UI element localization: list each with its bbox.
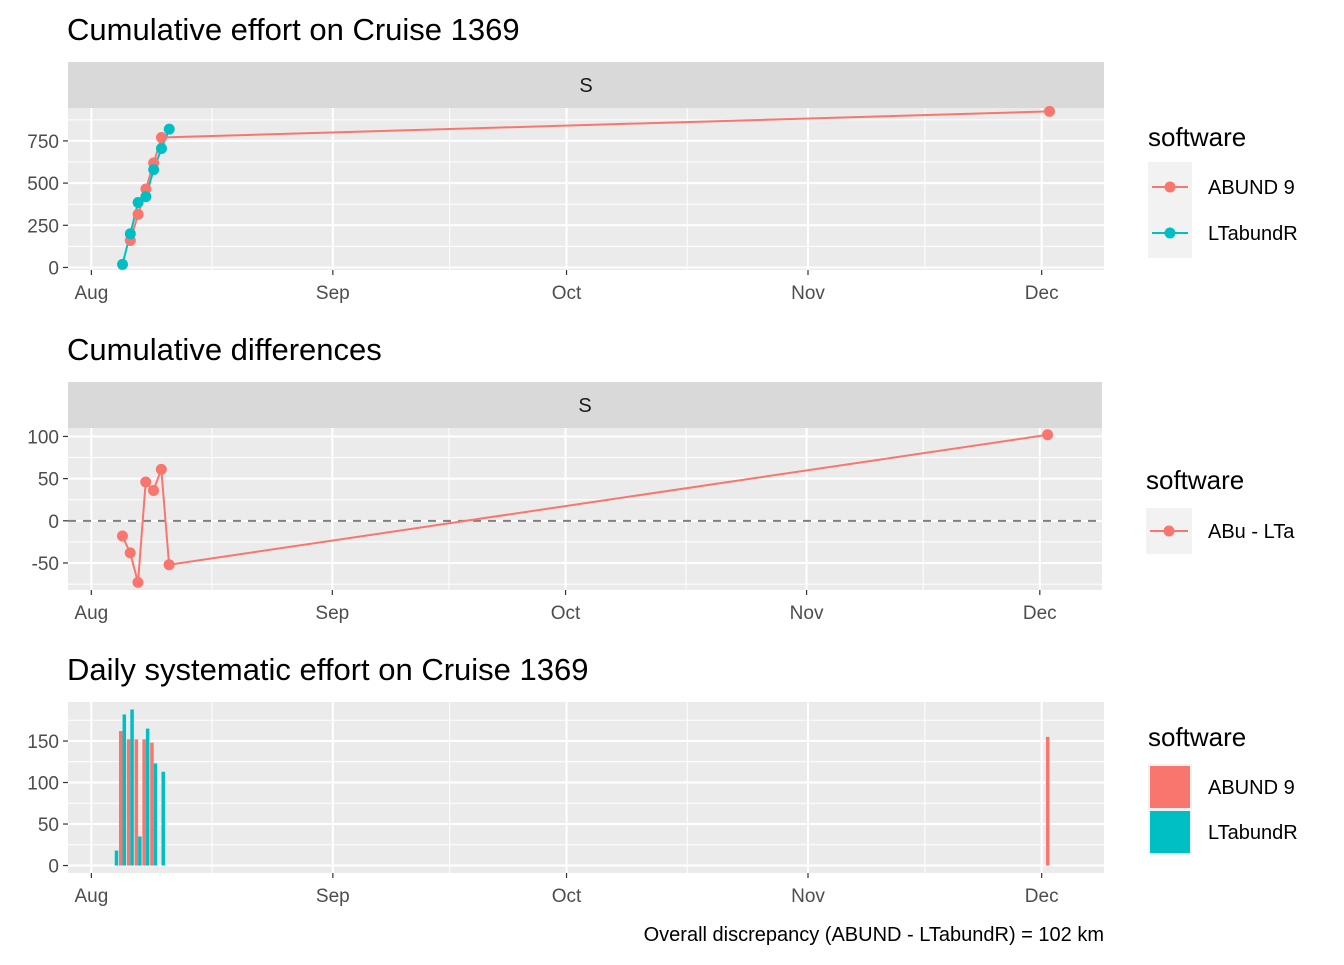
y-tick-label: 250	[27, 216, 59, 237]
data-point	[140, 477, 151, 488]
chart-panel-2: Cumulative differences S -50 0 50 100 Aug Sep Oc…	[27, 332, 1295, 624]
data-point	[156, 132, 167, 143]
y-tick-label: 50	[38, 815, 59, 836]
x-tick-label: Aug	[74, 603, 108, 624]
x-tick-label: Oct	[552, 886, 582, 907]
legend-label: ABUND 9	[1208, 177, 1295, 199]
x-tick-label: Dec	[1023, 603, 1057, 624]
data-point	[156, 143, 167, 154]
x-tick-label: Oct	[552, 283, 582, 304]
data-point	[125, 547, 136, 558]
legend-key-point	[1164, 526, 1175, 537]
chart-title: Cumulative effort on Cruise 1369	[67, 12, 520, 47]
legend-title: software	[1148, 122, 1246, 152]
y-tick-label: 150	[27, 732, 59, 753]
data-point	[1044, 106, 1055, 117]
data-point	[148, 485, 159, 496]
legend-label: ABUND 9	[1208, 777, 1295, 799]
data-point	[117, 531, 128, 542]
data-point	[140, 191, 151, 202]
bar	[127, 739, 131, 865]
legend-key-point	[1165, 228, 1176, 239]
y-tick-label: 750	[27, 132, 59, 153]
bar	[119, 731, 123, 865]
y-tick-label: 100	[27, 427, 59, 448]
y-tick-label: 0	[48, 857, 59, 878]
bar	[123, 714, 127, 865]
x-tick-label: Nov	[791, 283, 825, 304]
plot-panel	[68, 702, 1104, 873]
bar	[150, 743, 154, 866]
data-point	[132, 577, 143, 588]
legend-key-point	[1165, 182, 1176, 193]
bar	[1046, 737, 1050, 866]
data-point	[156, 464, 167, 475]
legend-label: ABu - LTa	[1208, 521, 1295, 543]
data-point	[164, 559, 175, 570]
legend-key-swatch	[1150, 811, 1190, 853]
x-tick-label: Sep	[316, 886, 350, 907]
bar	[161, 772, 165, 866]
figure-caption: Overall discrepancy (ABUND - LTabundR) =…	[644, 924, 1104, 946]
x-tick-label: Aug	[74, 886, 108, 907]
legend-key-swatch	[1150, 766, 1190, 808]
data-point	[1042, 429, 1053, 440]
legend-label: LTabundR	[1208, 822, 1298, 844]
data-point	[117, 259, 128, 270]
data-point	[164, 124, 175, 135]
bar	[146, 729, 150, 866]
bar	[115, 851, 119, 866]
chart-panel-1: Cumulative effort on Cruise 1369 S 0 250 500…	[27, 12, 1297, 304]
chart-title: Cumulative differences	[67, 332, 382, 367]
y-tick-label: -50	[32, 554, 59, 575]
legend-label: LTabundR	[1208, 223, 1298, 245]
bar	[135, 739, 139, 865]
legend-title: software	[1146, 465, 1244, 495]
data-point	[148, 164, 159, 175]
x-tick-label: Dec	[1025, 886, 1059, 907]
y-tick-label: 0	[48, 258, 59, 279]
x-tick-label: Aug	[74, 283, 108, 304]
y-tick-label: 100	[27, 774, 59, 795]
plot-panel	[68, 428, 1102, 590]
legend-title: software	[1148, 722, 1246, 752]
x-tick-label: Dec	[1025, 283, 1059, 304]
bar	[154, 763, 158, 865]
chart-title: Daily systematic effort on Cruise 1369	[67, 652, 589, 687]
facet-strip-label: S	[579, 75, 592, 97]
bar	[130, 709, 134, 865]
x-tick-label: Sep	[316, 283, 350, 304]
facet-strip-label: S	[578, 395, 591, 417]
y-tick-label: 500	[27, 174, 59, 195]
y-tick-label: 50	[38, 470, 59, 491]
data-point	[133, 209, 144, 220]
x-tick-label: Nov	[790, 603, 824, 624]
legend-key-background	[1148, 162, 1192, 258]
x-tick-label: Sep	[315, 603, 349, 624]
y-tick-label: 0	[48, 512, 59, 533]
data-point	[125, 228, 136, 239]
x-tick-label: Oct	[551, 603, 581, 624]
plot-panel	[68, 108, 1104, 270]
x-tick-label: Nov	[791, 886, 825, 907]
chart-panel-3: Daily systematic effort on Cruise 1369 0 5…	[27, 652, 1297, 907]
bar	[142, 739, 146, 865]
bar	[138, 836, 142, 865]
